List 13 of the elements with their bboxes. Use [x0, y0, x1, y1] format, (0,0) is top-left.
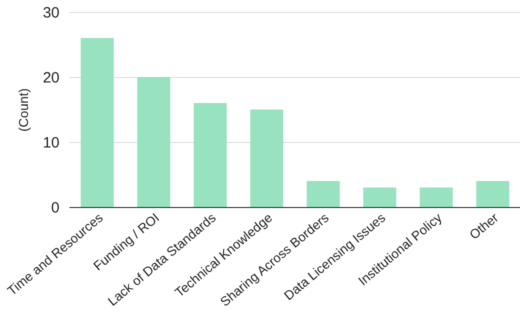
bar	[420, 188, 453, 207]
bar	[306, 181, 340, 207]
bar	[363, 188, 396, 207]
y-tick-label: 0	[51, 200, 60, 216]
bar	[194, 103, 227, 207]
y-tick-label: 10	[42, 134, 60, 152]
y-axis-title: (Count)	[16, 88, 31, 132]
bar	[476, 181, 510, 207]
bar	[137, 77, 170, 207]
bar	[80, 38, 114, 207]
y-tick-label: 30	[42, 4, 60, 22]
y-tick-label: 20	[42, 70, 60, 86]
bar	[250, 110, 284, 207]
